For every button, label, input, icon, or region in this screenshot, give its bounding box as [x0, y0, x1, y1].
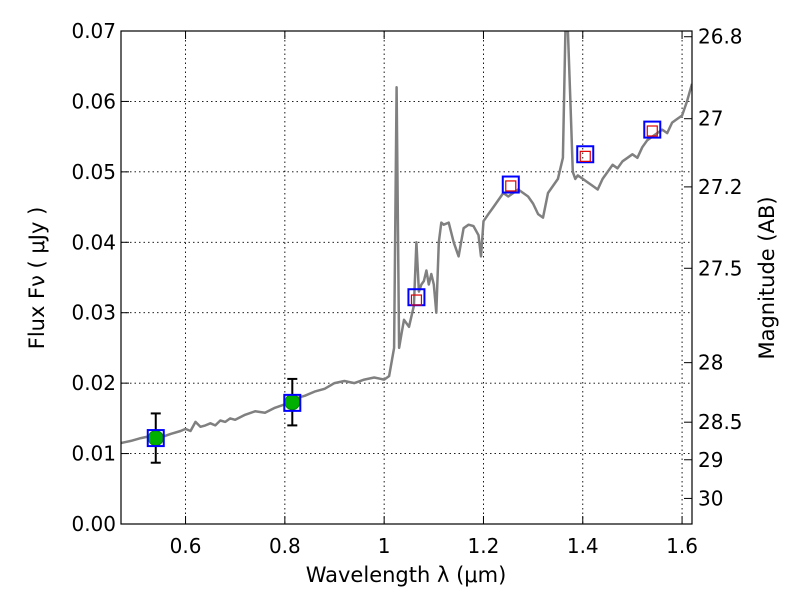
detection-point	[147, 430, 164, 447]
y-tick-label: 0.03	[71, 301, 116, 325]
y-axis-label: Flux Fν ( μJy )	[25, 207, 49, 350]
y-tick-label: 0.02	[71, 371, 116, 395]
magnitude-tick-label: 30	[698, 486, 723, 510]
magnitude-tick-label: 28	[698, 351, 723, 375]
y-tick-label: 0.05	[71, 160, 116, 184]
y-tick-label: 0.06	[71, 89, 116, 113]
x-tick-label: 0.8	[269, 534, 301, 558]
x-tick-label: 1.2	[468, 534, 500, 558]
x-tick-label: 1.6	[666, 534, 698, 558]
plot-area	[121, 31, 692, 464]
magnitude-tick-label: 29	[698, 448, 723, 472]
upper-limit-point	[505, 180, 517, 192]
upper-limit-point	[579, 150, 591, 162]
y-tick-label: 0.07	[71, 19, 116, 43]
model-photometry-point	[283, 393, 302, 412]
x-tick-label: 1	[378, 534, 391, 558]
y-tick-label: 0.04	[71, 230, 116, 254]
model-photometry-point	[576, 145, 595, 164]
model-photometry-point	[501, 175, 520, 194]
spectrum-line	[121, 31, 692, 445]
magnitude-tick-label: 27.5	[698, 256, 743, 280]
x-tick-label: 1.4	[567, 534, 599, 558]
upper-limit-point	[410, 294, 423, 306]
axis-ticks: 0.6 0.8 1 1.2 1.4 1.6 0.00 0.01 0.02 0.03 0.04 0.05…	[71, 19, 742, 558]
x-axis-label: Wavelength λ (μm)	[306, 563, 507, 587]
upper-limit-point	[646, 125, 658, 137]
x-tick-label: 0.6	[170, 534, 202, 558]
magnitude-tick-label: 26.8	[698, 25, 743, 49]
magnitude-axis-label: Magnitude (AB)	[755, 196, 779, 359]
magnitude-tick-label: 27	[698, 107, 723, 131]
plot-frame	[120, 30, 693, 525]
detection-point	[284, 394, 301, 411]
magnitude-tick-label: 27.2	[698, 175, 743, 199]
y-tick-label: 0.00	[71, 512, 116, 536]
model-photometry-point	[643, 120, 662, 139]
magnitude-tick-label: 28.5	[698, 410, 743, 434]
y-tick-label: 0.01	[71, 442, 116, 466]
model-photometry-point	[146, 429, 165, 448]
